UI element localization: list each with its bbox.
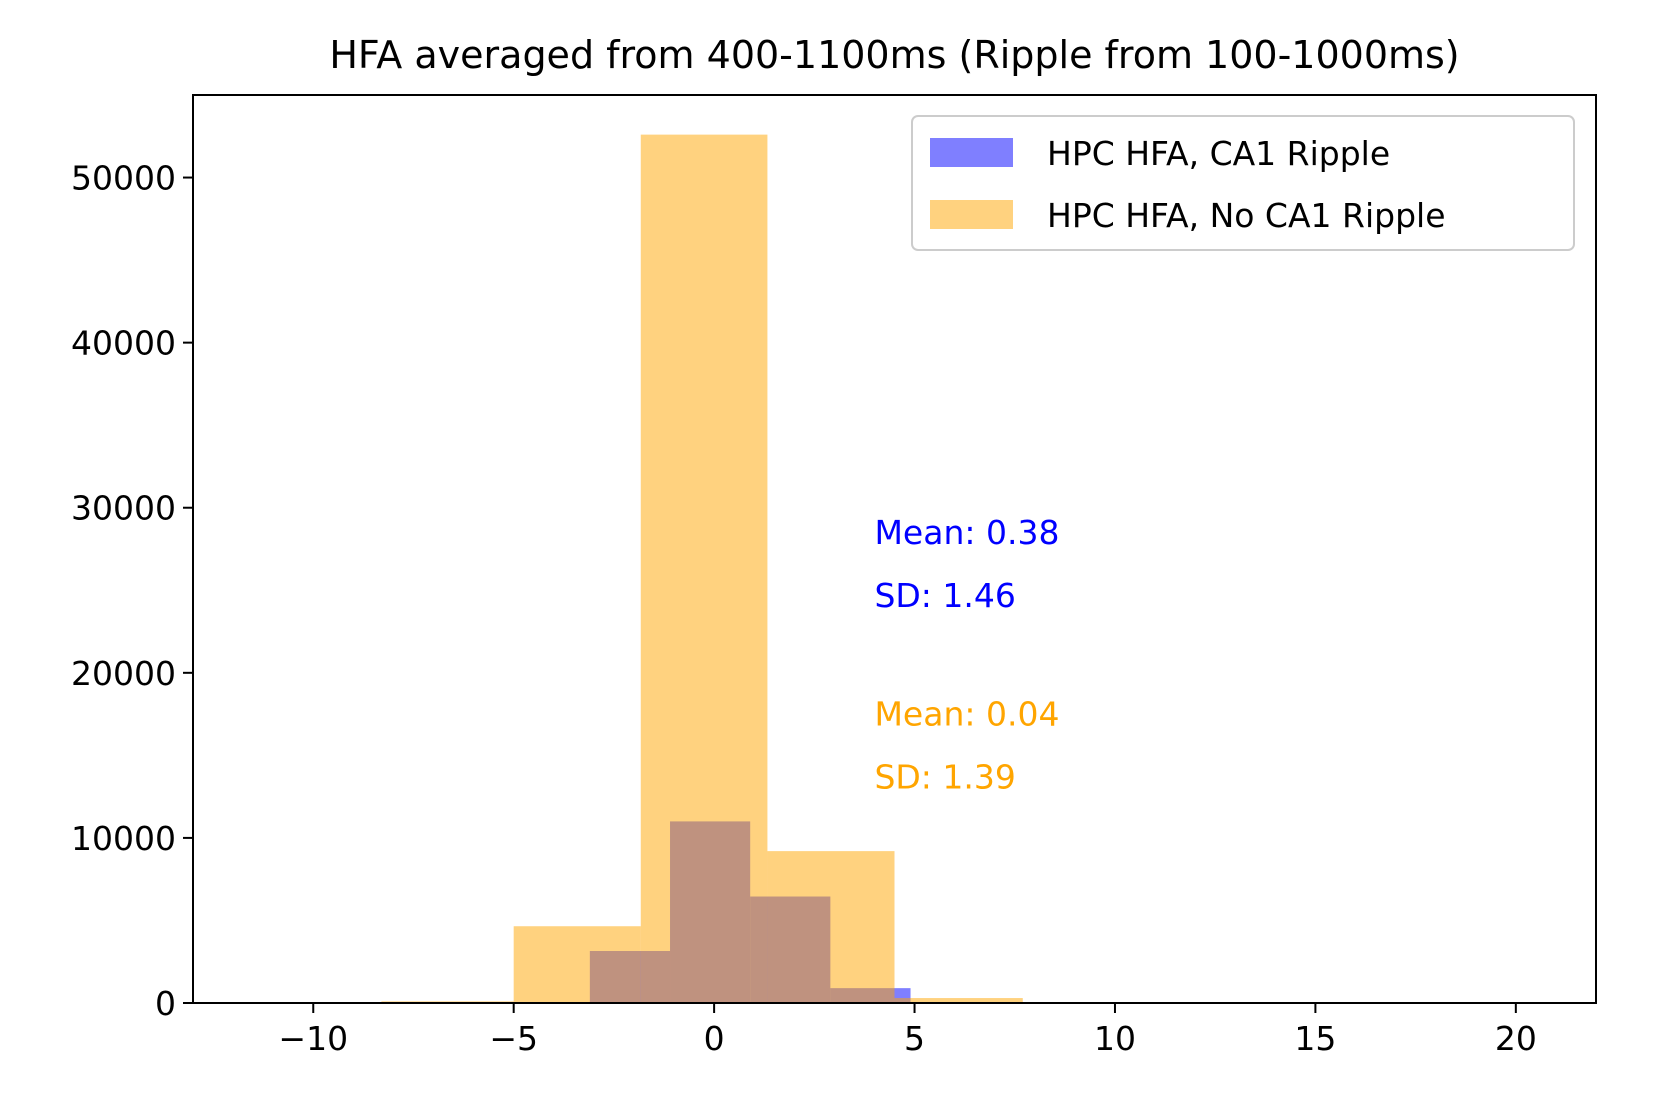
x-tick-label-4: 5 bbox=[904, 1019, 925, 1058]
bar-series2-bin4 bbox=[767, 851, 895, 1003]
y-tick-label-4: 30000 bbox=[71, 489, 176, 528]
annotation-1: Mean: 0.38 bbox=[874, 513, 1059, 552]
y-tick-label-2: 10000 bbox=[71, 819, 176, 858]
x-tick-label-1: −10 bbox=[278, 1019, 348, 1058]
y-tick-label-3: 20000 bbox=[71, 654, 176, 693]
x-tick-label-7: 20 bbox=[1495, 1019, 1537, 1058]
legend-label-2: HPC HFA, No CA1 Ripple bbox=[1047, 196, 1446, 235]
bar-series2-bin2 bbox=[513, 926, 641, 1003]
annotation-2: SD: 1.46 bbox=[874, 576, 1015, 615]
legend-swatch-2 bbox=[930, 200, 1013, 229]
x-tick-label-5: 10 bbox=[1094, 1019, 1136, 1058]
x-axis: −10 −5 0 5 10 15 20 bbox=[278, 1003, 1537, 1058]
histogram-bars bbox=[381, 134, 1023, 1003]
x-tick-label-2: −5 bbox=[489, 1019, 538, 1058]
legend-label-1: HPC HFA, CA1 Ripple bbox=[1047, 134, 1390, 173]
y-tick-label-1: 0 bbox=[155, 984, 176, 1023]
y-tick-label-6: 50000 bbox=[71, 159, 176, 198]
legend: HPC HFA, CA1 Ripple HPC HFA, No CA1 Rippl… bbox=[911, 115, 1575, 251]
plot-frame bbox=[192, 94, 1597, 1004]
x-tick-label-3: 0 bbox=[704, 1019, 725, 1058]
bar-series2-bin5 bbox=[894, 998, 1023, 1003]
legend-swatch-1 bbox=[930, 138, 1013, 167]
stats-annotations: Mean: 0.38 SD: 1.46 Mean: 0.04 SD: 1.39 bbox=[874, 513, 1059, 796]
y-axis: 0 10000 20000 30000 40000 50000 bbox=[71, 159, 193, 1023]
annotation-3: Mean: 0.04 bbox=[874, 695, 1059, 734]
annotation-4: SD: 1.39 bbox=[874, 757, 1015, 796]
y-tick-label-5: 40000 bbox=[71, 324, 176, 363]
bar-series2-bin3 bbox=[640, 134, 768, 1003]
legend-box bbox=[911, 115, 1575, 251]
chart-title: HFA averaged from 400-1100ms (Ripple fro… bbox=[329, 33, 1459, 77]
x-tick-label-6: 15 bbox=[1294, 1019, 1336, 1058]
